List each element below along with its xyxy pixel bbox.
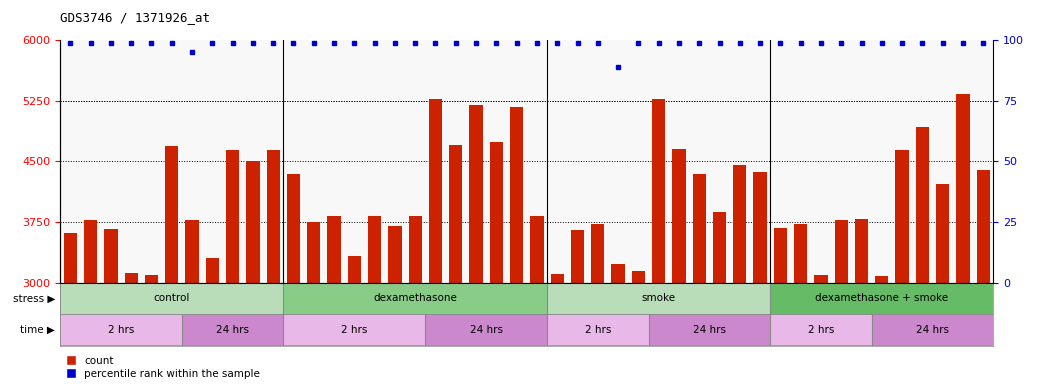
Bar — [283, 314, 426, 345]
Bar — [773, 228, 787, 283]
Bar — [469, 105, 483, 283]
Text: dexamethasone + smoke: dexamethasone + smoke — [815, 293, 949, 303]
Bar — [368, 215, 381, 283]
Bar — [60, 283, 283, 314]
Bar — [754, 172, 767, 283]
Bar — [409, 215, 421, 283]
Bar — [611, 264, 625, 283]
Text: 2 hrs: 2 hrs — [584, 325, 611, 335]
Bar — [63, 233, 77, 283]
Bar — [165, 146, 179, 283]
Text: 24 hrs: 24 hrs — [692, 325, 726, 335]
Bar — [60, 314, 182, 345]
Bar — [632, 270, 645, 283]
Bar — [649, 314, 770, 345]
Text: 24 hrs: 24 hrs — [216, 325, 249, 335]
Bar — [875, 276, 889, 283]
Bar — [429, 99, 442, 283]
Bar — [226, 150, 239, 283]
Bar — [327, 217, 340, 283]
Bar — [855, 219, 868, 283]
Bar — [105, 229, 117, 283]
Bar — [267, 150, 280, 283]
Bar — [592, 225, 604, 283]
Bar — [84, 220, 98, 283]
Text: dexamethasone: dexamethasone — [374, 293, 457, 303]
Bar — [145, 275, 158, 283]
Bar — [977, 170, 990, 283]
Bar — [956, 94, 969, 283]
Text: 2 hrs: 2 hrs — [808, 325, 835, 335]
Text: control: control — [154, 293, 190, 303]
Bar — [815, 275, 827, 283]
Bar — [286, 174, 300, 283]
Bar — [673, 149, 685, 283]
Text: GDS3746 / 1371926_at: GDS3746 / 1371926_at — [60, 12, 211, 25]
Bar — [896, 150, 908, 283]
Bar — [510, 108, 523, 283]
Bar — [246, 161, 260, 283]
Text: smoke: smoke — [641, 293, 676, 303]
Text: 2 hrs: 2 hrs — [342, 325, 367, 335]
Bar — [794, 225, 808, 283]
Bar — [547, 314, 649, 345]
Bar — [307, 222, 321, 283]
Bar — [872, 314, 993, 345]
Bar — [547, 283, 770, 314]
Bar — [692, 174, 706, 283]
Bar — [426, 314, 547, 345]
Bar — [186, 220, 198, 283]
Bar — [652, 99, 665, 283]
Bar — [449, 145, 462, 283]
Bar — [571, 230, 584, 283]
Bar — [490, 142, 503, 283]
Bar — [733, 165, 746, 283]
Text: stress ▶: stress ▶ — [12, 293, 55, 303]
Bar — [388, 226, 402, 283]
Bar — [713, 212, 727, 283]
Bar — [530, 217, 544, 283]
Bar — [936, 184, 949, 283]
Text: 24 hrs: 24 hrs — [470, 325, 502, 335]
Bar — [125, 273, 138, 283]
Bar — [916, 127, 929, 283]
Bar — [550, 274, 564, 283]
Bar — [182, 314, 283, 345]
Text: time ▶: time ▶ — [20, 325, 55, 335]
Bar — [348, 256, 361, 283]
Text: 24 hrs: 24 hrs — [916, 325, 949, 335]
Bar — [770, 314, 872, 345]
Bar — [770, 283, 993, 314]
Bar — [283, 283, 547, 314]
Bar — [206, 258, 219, 283]
Bar — [835, 220, 848, 283]
Text: 2 hrs: 2 hrs — [108, 325, 134, 335]
Legend: count, percentile rank within the sample: count, percentile rank within the sample — [65, 356, 261, 379]
